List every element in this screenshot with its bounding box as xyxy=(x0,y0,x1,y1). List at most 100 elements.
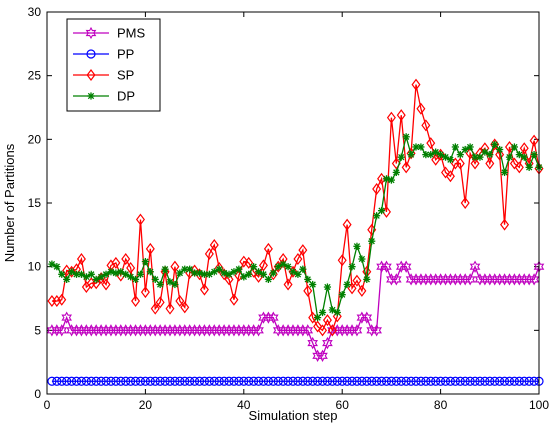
data-point-sp xyxy=(204,247,214,260)
data-point-pp xyxy=(406,376,416,386)
data-point-pp xyxy=(475,376,485,386)
data-point-pms xyxy=(504,273,515,286)
data-point-dp xyxy=(284,263,292,271)
data-point-pms xyxy=(376,260,387,273)
data-point-pp xyxy=(170,376,180,386)
data-point-dp xyxy=(87,270,95,278)
legend-label: SP xyxy=(117,68,134,83)
data-point-pp xyxy=(332,376,342,386)
data-point-pp xyxy=(101,376,111,386)
data-point-pp xyxy=(190,376,200,386)
data-point-dp xyxy=(338,291,346,299)
data-point-sp xyxy=(372,182,382,195)
data-point-pms xyxy=(366,324,378,337)
data-point-pms xyxy=(51,324,63,337)
data-point-pms xyxy=(71,324,82,337)
data-point-pms xyxy=(405,273,417,286)
data-point-pms xyxy=(450,273,461,286)
data-point-sp xyxy=(293,253,303,266)
data-point-pms xyxy=(194,324,205,337)
series-pp xyxy=(47,376,544,386)
data-point-dp xyxy=(161,265,169,273)
data-point-pms xyxy=(125,324,136,337)
data-point-pms xyxy=(223,324,235,337)
data-point-pp xyxy=(426,376,436,386)
data-point-pp xyxy=(362,376,372,386)
data-point-pp xyxy=(239,376,249,386)
data-point-pms xyxy=(282,324,294,337)
x-tick-label: 80 xyxy=(434,398,448,412)
data-point-dp xyxy=(63,275,71,283)
data-point-pms xyxy=(425,273,437,286)
data-point-pms xyxy=(297,324,309,337)
data-point-pms xyxy=(90,324,102,337)
data-point-pms xyxy=(523,273,535,286)
data-point-sp xyxy=(199,283,209,296)
data-point-dp xyxy=(515,151,523,159)
data-point-sp xyxy=(140,286,150,299)
x-tick-label: 0 xyxy=(44,398,51,412)
data-point-pms xyxy=(509,273,520,286)
data-point-dp xyxy=(530,151,538,159)
data-point-pp xyxy=(436,376,446,386)
data-point-pms xyxy=(204,324,215,337)
data-point-pms xyxy=(130,324,141,337)
x-tick-label: 60 xyxy=(336,398,350,412)
data-point-pp xyxy=(445,376,456,386)
data-point-dp xyxy=(250,263,258,271)
data-point-pp xyxy=(391,376,401,386)
data-point-dp xyxy=(304,275,312,283)
data-point-sp xyxy=(209,239,219,252)
data-point-pms xyxy=(184,324,196,337)
data-point-dp xyxy=(264,275,272,283)
data-point-pp xyxy=(298,376,308,386)
data-point-pp xyxy=(327,376,337,386)
data-point-dp xyxy=(72,270,81,278)
data-point-pp xyxy=(519,376,529,386)
data-point-pms xyxy=(189,324,200,337)
data-point-pp xyxy=(214,376,224,386)
y-tick-label: 5 xyxy=(34,323,41,337)
series-pms xyxy=(46,260,545,362)
data-point-sp xyxy=(180,301,190,314)
data-point-sp xyxy=(455,157,465,170)
data-point-dp xyxy=(500,168,509,177)
data-point-pp xyxy=(91,376,101,386)
x-tick-label: 100 xyxy=(529,398,549,412)
data-point-sp xyxy=(470,157,480,170)
data-point-pp xyxy=(160,376,170,386)
data-point-sp xyxy=(229,293,239,306)
data-point-pp xyxy=(440,376,451,386)
data-point-sp xyxy=(121,253,131,266)
data-point-sp xyxy=(214,261,224,274)
data-point-pms xyxy=(140,324,151,337)
data-point-pp xyxy=(450,376,460,386)
data-point-dp xyxy=(392,168,400,177)
data-point-sp xyxy=(529,134,539,147)
data-point-sp xyxy=(337,254,347,267)
data-point-pp xyxy=(401,376,411,386)
data-point-pp xyxy=(273,376,283,386)
data-point-sp xyxy=(175,295,185,308)
data-point-pp xyxy=(66,376,77,386)
data-point-pms xyxy=(484,273,496,286)
data-point-sp xyxy=(445,170,455,183)
data-point-pms xyxy=(528,273,540,286)
data-point-pp xyxy=(455,376,465,386)
data-point-dp xyxy=(520,153,528,161)
y-tick-label: 20 xyxy=(28,132,42,146)
data-point-pp xyxy=(47,376,57,386)
data-point-sp xyxy=(150,302,160,315)
data-point-pp xyxy=(219,376,229,386)
data-point-pms xyxy=(277,324,289,337)
data-point-pms xyxy=(410,273,422,286)
data-point-pp xyxy=(135,376,146,386)
data-point-sp xyxy=(111,256,121,269)
y-axis-title: Number of Partitions xyxy=(2,143,17,262)
data-point-dp xyxy=(491,140,499,149)
data-point-sp xyxy=(52,295,62,308)
legend-item-pms: PMS xyxy=(73,26,146,41)
data-point-sp xyxy=(76,253,86,266)
data-point-pms xyxy=(356,311,368,324)
